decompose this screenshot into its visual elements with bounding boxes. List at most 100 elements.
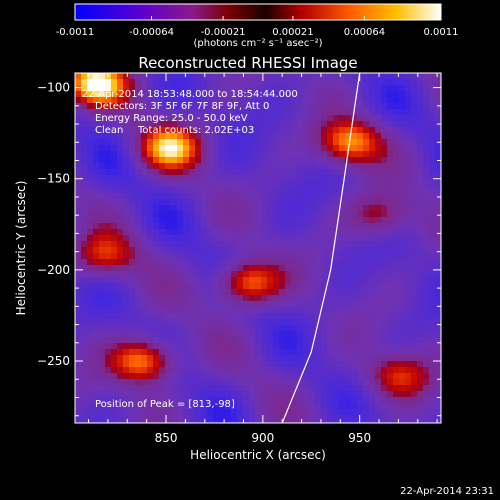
heatmap-cell [129,403,136,410]
heatmap-cell [321,193,328,200]
heatmap-cell [303,151,310,158]
heatmap-cell [159,157,166,164]
heatmap-cell [363,319,370,326]
heatmap-cell [393,361,400,368]
heatmap-cell [135,169,142,176]
heatmap-cell [375,331,382,338]
heatmap-cell [381,115,388,122]
heatmap-cell [291,415,298,422]
heatmap-cell [339,73,346,80]
heatmap-cell [315,211,322,218]
heatmap-cell [291,139,298,146]
heatmap-cell [291,109,298,116]
heatmap-cell [111,421,118,423]
heatmap-cell [411,337,418,344]
heatmap-cell [153,145,160,152]
heatmap-cell [135,217,142,224]
heatmap-cell [117,403,124,410]
heatmap-cell [285,217,292,224]
heatmap-cell [339,121,346,128]
heatmap-cell [75,325,82,332]
heatmap-cell [141,397,148,404]
heatmap-cell [177,265,184,272]
heatmap-cell [159,217,166,224]
heatmap-cell [345,109,352,116]
heatmap-cell [399,127,406,134]
heatmap-cell [159,403,166,410]
heatmap-cell [123,193,130,200]
heatmap-cell [225,115,232,122]
heatmap-cell [153,355,160,362]
heatmap-cell [393,253,400,260]
heatmap-cell [207,121,214,128]
heatmap-cell [321,103,328,110]
heatmap-cell [93,319,100,326]
heatmap-cell [261,391,268,398]
heatmap-cell [279,409,286,416]
heatmap-cell [327,139,334,146]
heatmap-cell [285,109,292,116]
heatmap-cell [393,265,400,272]
heatmap-cell [135,73,142,80]
heatmap-cell [429,283,436,290]
heatmap-cell [261,181,268,188]
heatmap-cell [243,151,250,158]
heatmap-cell [81,349,88,356]
heatmap-cell [279,343,286,350]
heatmap-cell [303,181,310,188]
heatmap-cell [165,253,172,260]
heatmap-cell [333,193,340,200]
heatmap-cell [357,91,364,98]
heatmap-cell [177,415,184,422]
heatmap-cell [303,349,310,356]
heatmap-cell [309,373,316,380]
heatmap-cell [381,409,388,416]
heatmap-cell [261,355,268,362]
heatmap-cell [327,361,334,368]
heatmap-cell [351,259,358,266]
heatmap-cell [117,199,124,206]
heatmap-cell [375,85,382,92]
heatmap-cell [87,229,94,236]
heatmap-cell [147,181,154,188]
heatmap-cell [99,163,106,170]
heatmap-cell [225,133,232,140]
heatmap-cell [381,295,388,302]
heatmap-cell [393,175,400,182]
heatmap-cell [381,157,388,164]
heatmap-cell [405,403,412,410]
heatmap-cell [273,199,280,206]
heatmap-cell [333,295,340,302]
heatmap-cell [177,103,184,110]
heatmap-cell [189,355,196,362]
heatmap-cell [363,121,370,128]
heatmap-cell [159,187,166,194]
heatmap-cell [411,175,418,182]
heatmap-cell [207,355,214,362]
heatmap-cell [423,97,430,104]
heatmap-cell [357,379,364,386]
heatmap-cell [417,175,424,182]
heatmap-cell [135,307,142,314]
heatmap-cell [111,163,118,170]
heatmap-cell [147,169,154,176]
heatmap-cell [303,331,310,338]
heatmap-cell [141,283,148,290]
heatmap-cell [297,349,304,356]
colorbar-unit-label: (photons cm⁻² s⁻¹ asec⁻²) [193,38,322,49]
heatmap-cell [123,277,130,284]
heatmap-cell [393,223,400,230]
heatmap-cell [291,367,298,374]
heatmap-cell [393,85,400,92]
heatmap-cell [189,385,196,392]
heatmap-cell [333,313,340,320]
heatmap-cell [123,349,130,356]
heatmap-cell [315,349,322,356]
heatmap-cell [387,199,394,206]
heatmap-cell [171,217,178,224]
heatmap-cell [153,415,160,422]
heatmap-cell [357,211,364,218]
heatmap-cell [93,241,100,248]
heatmap-cell [267,133,274,140]
heatmap-cell [429,97,436,104]
